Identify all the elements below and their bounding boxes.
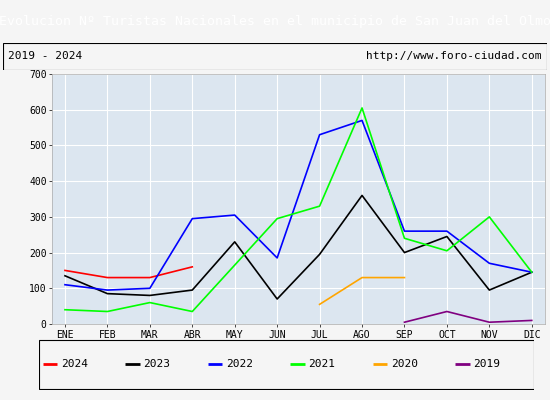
Text: 2022: 2022 [226,359,253,369]
Text: 2023: 2023 [143,359,170,369]
Text: http://www.foro-ciudad.com: http://www.foro-ciudad.com [366,51,542,61]
Text: 2020: 2020 [390,359,418,369]
Text: Evolucion Nº Turistas Nacionales en el municipio de San Juan del Olmo: Evolucion Nº Turistas Nacionales en el m… [0,14,550,28]
Text: 2024: 2024 [61,359,88,369]
Text: 2019 - 2024: 2019 - 2024 [8,51,82,61]
Text: 2019: 2019 [473,359,500,369]
Text: 2021: 2021 [308,359,336,369]
